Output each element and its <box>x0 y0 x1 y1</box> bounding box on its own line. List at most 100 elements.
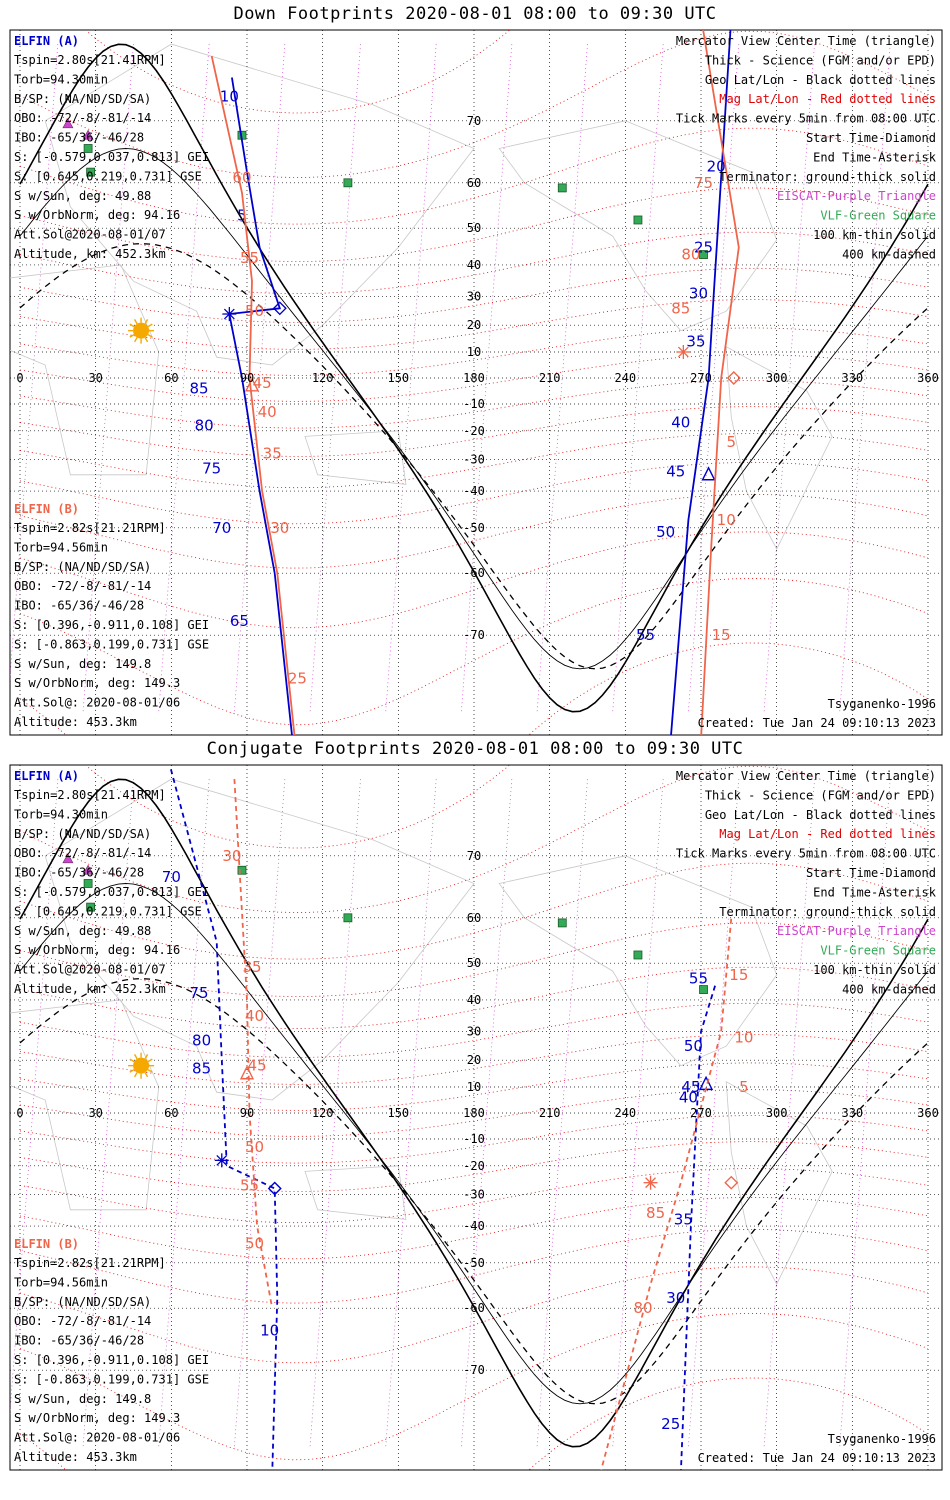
elfin-a-tick-label: 35 <box>686 332 705 350</box>
lat-tick-label: -40 <box>463 484 485 498</box>
vlf-site-marker <box>557 918 567 928</box>
elfin-a-track <box>680 982 717 1470</box>
lat-tick-label: 40 <box>467 258 481 272</box>
elfin-a-start-diamond <box>272 301 287 316</box>
elfin-b-track <box>210 55 296 735</box>
mag-parallel <box>19 327 929 376</box>
sun-ray <box>129 1058 135 1063</box>
elfin-a-tick-label: 40 <box>671 414 690 432</box>
elfin-a-tick-label: 80 <box>195 416 214 434</box>
elfin-a-tick-label: 25 <box>661 1415 680 1433</box>
elfin-a-info-line: S w/OrbNorm, deg: 94.16 <box>14 943 180 957</box>
elfin-b-info-line: OBO: -72/-8/-81/-14 <box>14 1314 151 1328</box>
lon-tick-label: 180 <box>463 371 485 385</box>
elfin-b-center-triangle <box>244 377 260 392</box>
lon-tick-label: 150 <box>387 371 409 385</box>
sun-ray <box>133 1072 138 1078</box>
bottom-chart-title: Conjugate Footprints 2020-08-01 08:00 to… <box>206 739 744 759</box>
lat-tick-label: -70 <box>463 628 485 642</box>
lat-tick-label: -40 <box>463 1219 485 1233</box>
map-area: 1058580757065555045403530252060555045403… <box>10 30 942 735</box>
elfin-b-tick-label: 50 <box>245 1235 264 1253</box>
elfin-b-tick-label: 15 <box>712 626 731 644</box>
mag-parallel <box>19 1089 929 1137</box>
lon-tick-label: 180 <box>463 1106 485 1120</box>
terminator-400km <box>19 978 929 1405</box>
elfin-a-tick-label: 45 <box>681 1078 700 1096</box>
lat-tick-label: 10 <box>467 345 481 359</box>
legend-entry: Mag Lat/Lon - Red dotted lines <box>719 92 936 106</box>
created-label: Created: Tue Jan 24 09:10:13 2023 <box>698 716 936 730</box>
lat-tick-label: -20 <box>463 424 485 438</box>
lat-tick-label: -20 <box>463 1159 485 1173</box>
continent-outline <box>498 120 778 332</box>
elfin-b-info-line: OBO: -72/-8/-81/-14 <box>14 579 151 593</box>
lon-tick-label: 210 <box>539 371 561 385</box>
elfin-a-info-line: Tspin=2.80s[21.41RPM] <box>14 788 166 802</box>
map-frame <box>9 29 943 736</box>
map-frame <box>9 764 943 1471</box>
vlf-site-marker <box>343 913 353 923</box>
vlf-site-marker <box>237 865 247 875</box>
elfin-b-info-line: Altitude: 453.3km <box>14 715 137 729</box>
elfin-a-tick-label: 70 <box>162 868 181 886</box>
elfin-a-tick-label: 75 <box>202 460 221 478</box>
lon-tick-label: 360 <box>917 371 939 385</box>
elfin-b-tick-label: 25 <box>288 670 307 688</box>
legend-entry: Start Time-Diamond <box>806 866 936 880</box>
lat-tick-label: 60 <box>467 911 481 925</box>
continent-outline <box>10 264 160 476</box>
lon-tick-label: 90 <box>240 1106 254 1120</box>
vlf-site-marker <box>86 167 96 177</box>
elfin-b-end-asterisk <box>643 1175 658 1190</box>
elfin-a-info-title: ELFIN (A) <box>14 34 79 48</box>
model-label: Tsyganenko-1996 <box>828 697 936 711</box>
mag-parallel <box>19 354 929 402</box>
elfin-b-tick-label: 10 <box>717 511 736 529</box>
eiscat-marker <box>62 118 74 129</box>
mag-parallel <box>19 765 929 913</box>
map-area: 7075808510253035404550553035404550555085… <box>10 765 942 1470</box>
lon-tick-label: 0 <box>16 371 23 385</box>
lat-tick-label: -60 <box>463 566 485 580</box>
elfin-a-info-title: ELFIN (A) <box>14 769 79 783</box>
elfin-b-track <box>700 30 740 735</box>
lon-tick-label: 0 <box>16 1106 23 1120</box>
elfin-a-info-line: Torb=94.30min <box>14 807 108 821</box>
elfin-b-tick-label: 80 <box>633 1299 652 1317</box>
elfin-a-info-line: OBO: -72/-8/-81/-14 <box>14 111 151 125</box>
lat-tick-label: 20 <box>467 1053 481 1067</box>
elfin-b-start-diamond <box>724 1175 739 1190</box>
elfin-b-end-asterisk <box>676 345 691 359</box>
legend-entry: Tick Marks every 5min from 08:00 UTC <box>676 112 936 126</box>
legend-entry: 400 km-dashed <box>842 247 936 261</box>
continent-outline <box>498 855 778 1067</box>
elfin-a-start-diamond <box>267 1181 282 1196</box>
mag-parallel <box>19 1062 929 1111</box>
lat-tick-label: 60 <box>467 176 481 190</box>
eiscat-marker <box>62 853 74 864</box>
elfin-b-tick-label: 35 <box>242 958 261 976</box>
legend-entry: Terminator: ground-thick solid <box>719 905 936 919</box>
eiscat-marker <box>82 864 94 875</box>
lat-tick-label: 30 <box>467 290 481 304</box>
elfin-b-info-line: Att.Sol@: 2020-08-01/06 <box>14 1431 180 1445</box>
vlf-site-marker <box>633 950 643 960</box>
lon-tick-label: 150 <box>387 1106 409 1120</box>
elfin-a-tick-label: 70 <box>212 519 231 537</box>
legend-entry: Thick - Science (FGM and/or EPD) <box>705 53 936 67</box>
elfin-a-tick-label: 85 <box>190 379 209 397</box>
lat-tick-label: 40 <box>467 993 481 1007</box>
lat-tick-label: -10 <box>463 397 485 411</box>
eiscat-marker <box>82 129 94 140</box>
elfin-b-tick-label: 85 <box>671 299 690 317</box>
elfin-b-info-line: B/SP: (NA/ND/SD/SA) <box>14 560 151 574</box>
elfin-a-info-line: Att.Sol@2020-08-01/07 <box>14 228 166 242</box>
lat-tick-label: -30 <box>463 1187 485 1201</box>
elfin-b-info-line: Att.Sol@: 2020-08-01/06 <box>14 696 180 710</box>
vlf-site-marker <box>557 183 567 193</box>
lon-tick-label: 270 <box>690 371 712 385</box>
elfin-b-tick-label: 15 <box>729 966 748 984</box>
elfin-a-info-line: B/SP: (NA/ND/SD/SA) <box>14 827 151 841</box>
elfin-a-tick-label: 20 <box>707 158 726 176</box>
